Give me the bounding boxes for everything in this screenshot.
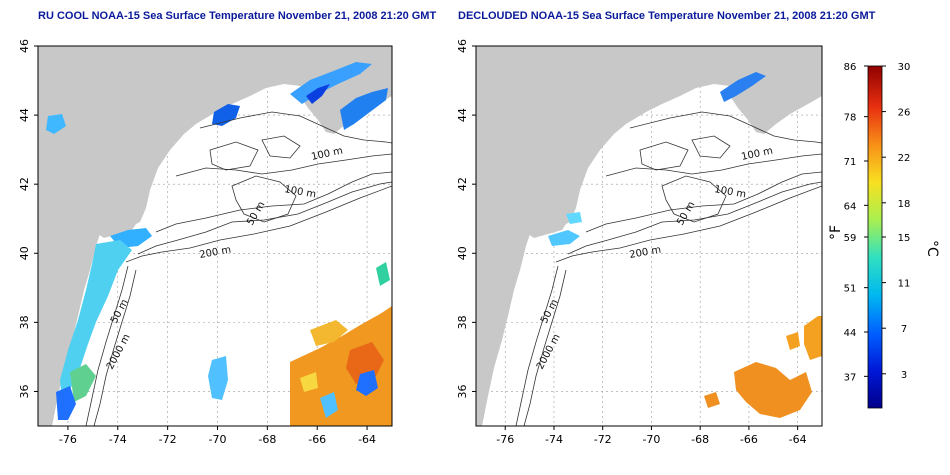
celsius-axis-label: °C [924, 240, 940, 257]
longitude-tick-label: -68 [691, 433, 709, 446]
left-land-long-island [98, 224, 136, 238]
colorbar-gradient [867, 65, 883, 409]
celsius-tick-label: 22 [898, 153, 911, 164]
latitude-tick-label: 44 [18, 108, 31, 122]
celsius-tick-label: 15 [898, 233, 911, 244]
right-land-long-island [528, 224, 566, 238]
celsius-tick-label: 3 [901, 370, 907, 381]
longitude-tick-label: -64 [358, 433, 376, 446]
latitude-tick-label: 46 [456, 39, 469, 53]
celsius-tick-label: 7 [901, 324, 907, 335]
latitude-tick-label: 46 [18, 39, 31, 53]
left-sst-patches [46, 62, 392, 426]
fahrenheit-tick-label: 86 [844, 62, 857, 73]
latitude-tick-label: 38 [456, 315, 469, 329]
fahrenheit-tick-label: 64 [844, 201, 857, 212]
longitude-tick-label: -70 [642, 433, 660, 446]
celsius-tick-label: 18 [898, 199, 911, 210]
longitude-tick-label: -74 [109, 433, 127, 446]
temperature-colorbar: 30 26 22 18 15 11 7 3 86 78 71 64 59 51 44 37 °F °C [828, 62, 940, 409]
fahrenheit-tick-label: 51 [844, 284, 857, 295]
fahrenheit-tick-label: 37 [844, 372, 857, 383]
longitude-tick-label: -76 [496, 433, 514, 446]
longitude-tick-label: -72 [159, 433, 177, 446]
celsius-tick-label: 11 [898, 279, 911, 290]
right-axis-ticks: -76 -74 -72 -70 -68 -66 -64 36 38 40 42 44 46 [456, 39, 807, 446]
right-contour-label: 100 m [713, 184, 746, 200]
celsius-tick-label: 26 [898, 108, 911, 119]
fahrenheit-tick-label: 59 [844, 233, 857, 244]
latitude-tick-label: 44 [456, 108, 469, 122]
left-panel-title: RU COOL NOAA-15 Sea Surface Temperature … [38, 10, 437, 22]
fahrenheit-axis-label: °F [828, 225, 844, 240]
left-land-nova-scotia [300, 66, 392, 134]
left-map-frame [37, 45, 393, 427]
longitude-tick-label: -70 [209, 433, 227, 446]
left-contour-label: 200 m [199, 245, 232, 261]
latitude-tick-label: 42 [456, 177, 469, 191]
right-land-coastline [476, 46, 822, 426]
right-map-frame [475, 45, 823, 427]
longitude-tick-label: -64 [789, 433, 807, 446]
longitude-tick-label: -72 [594, 433, 612, 446]
left-map-panel: 100 m 100 m 50 m 200 m 50 m 2000 m -76 -7… [18, 39, 393, 446]
latitude-tick-label: 40 [18, 246, 31, 260]
celsius-tick-label: 30 [898, 62, 911, 73]
left-land-coastline [38, 46, 392, 426]
fahrenheit-tick-label: 44 [844, 328, 857, 339]
latitude-tick-label: 40 [456, 246, 469, 260]
colorbar-ticks: 30 26 22 18 15 11 7 3 86 78 71 64 59 51 44 37 [844, 62, 911, 383]
latitude-tick-label: 38 [18, 315, 31, 329]
longitude-tick-label: -74 [545, 433, 563, 446]
latitude-tick-label: 42 [18, 177, 31, 191]
right-sst-patches [548, 72, 822, 418]
fahrenheit-tick-label: 71 [844, 157, 857, 168]
left-depth-contours [85, 111, 392, 426]
right-map-panel: 100 m 100 m 50 m 200 m 50 m 2000 m -76 -7… [456, 39, 823, 446]
latitude-tick-label: 36 [456, 384, 469, 398]
longitude-tick-label: -76 [59, 433, 77, 446]
right-contour-label: 200 m [629, 245, 662, 261]
longitude-tick-label: -68 [258, 433, 276, 446]
left-contour-label: 100 m [283, 184, 316, 200]
fahrenheit-tick-label: 78 [844, 113, 857, 124]
latitude-tick-label: 36 [18, 384, 31, 398]
left-axis-ticks: -76 -74 -72 -70 -68 -66 -64 36 38 40 42 44 46 [18, 39, 376, 446]
right-land-nova-scotia [730, 66, 822, 134]
right-depth-contours [515, 111, 822, 426]
longitude-tick-label: -66 [308, 433, 326, 446]
right-panel-title: DECLOUDED NOAA-15 Sea Surface Temperatur… [458, 10, 876, 22]
longitude-tick-label: -66 [740, 433, 758, 446]
